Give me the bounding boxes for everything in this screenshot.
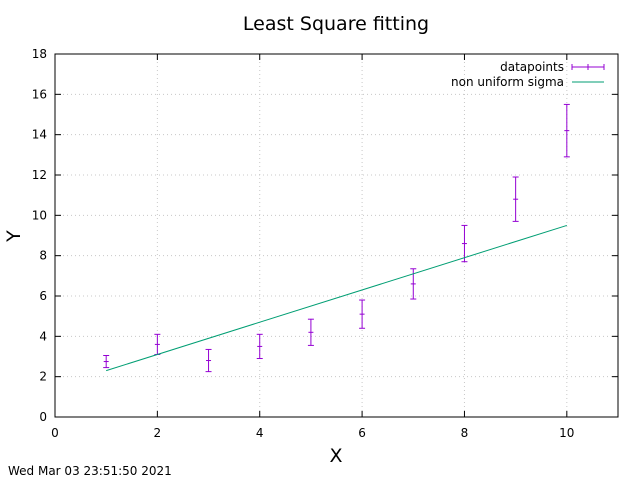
data-point xyxy=(359,299,366,329)
y-axis-label: Y xyxy=(3,230,25,243)
data-point xyxy=(256,333,263,360)
timestamp: Wed Mar 03 23:51:50 2021 xyxy=(8,464,172,478)
x-tick-label: 4 xyxy=(256,426,264,440)
y-tick-label: 6 xyxy=(39,289,47,303)
plot-frame xyxy=(54,53,619,418)
chart-title: Least Square fitting xyxy=(243,13,429,35)
fit-line xyxy=(106,224,567,372)
data-point xyxy=(154,333,161,355)
legend-label: non uniform sigma xyxy=(451,75,564,89)
data-point xyxy=(307,318,314,346)
x-tick-label: 10 xyxy=(559,426,574,440)
series-layer xyxy=(103,103,570,373)
y-tick-label: 18 xyxy=(32,47,47,61)
axis-ticks: 0 2 4 6 8 10 0 2 4 6 8 10 12 14 16 18 xyxy=(32,47,618,440)
x-tick-label: 2 xyxy=(154,426,162,440)
x-tick-label: 8 xyxy=(461,426,469,440)
data-point xyxy=(103,354,110,369)
y-tick-label: 2 xyxy=(39,370,47,384)
data-point xyxy=(205,348,212,373)
y-tick-label: 4 xyxy=(39,329,47,343)
data-point xyxy=(461,224,468,263)
y-tick-label: 16 xyxy=(32,87,47,101)
y-tick-label: 14 xyxy=(32,128,47,142)
x-tick-label: 6 xyxy=(358,426,366,440)
data-point xyxy=(563,103,570,158)
x-tick-label: 0 xyxy=(51,426,59,440)
y-tick-label: 12 xyxy=(32,168,47,182)
legend-label: datapoints xyxy=(500,60,564,74)
x-axis-label: X xyxy=(329,445,342,467)
y-tick-label: 10 xyxy=(32,208,47,222)
y-tick-label: 8 xyxy=(39,249,47,263)
data-point xyxy=(512,176,519,222)
y-tick-label: 0 xyxy=(39,410,47,424)
